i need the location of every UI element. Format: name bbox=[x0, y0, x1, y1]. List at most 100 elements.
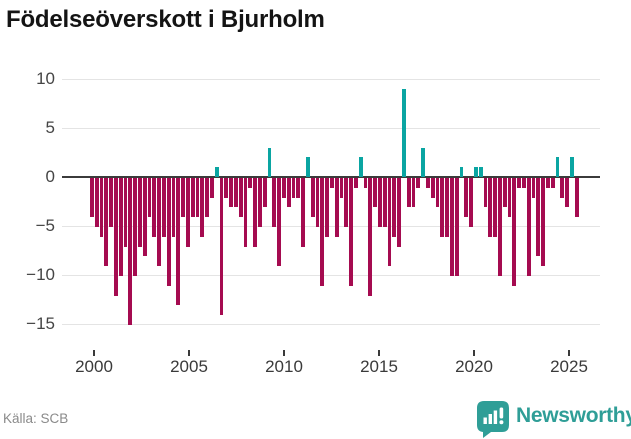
bar-2003K3 bbox=[157, 178, 162, 267]
bar-2014K1 bbox=[358, 157, 363, 177]
bar-2008K3 bbox=[253, 178, 258, 247]
bar-2003K1 bbox=[147, 178, 152, 218]
bar-2011K2 bbox=[306, 157, 310, 177]
bar-2000K4 bbox=[104, 178, 109, 267]
source-caption: Källa: SCB bbox=[3, 411, 69, 426]
gridline bbox=[62, 128, 600, 129]
bar-2016K3 bbox=[406, 178, 411, 208]
bar-2019K3 bbox=[464, 178, 469, 218]
x-axis-tick bbox=[473, 350, 475, 356]
bar-2023K2 bbox=[536, 178, 541, 257]
x-axis-tick bbox=[568, 350, 570, 356]
bar-2021K4 bbox=[507, 178, 512, 218]
bar-2024K3 bbox=[560, 178, 565, 198]
bar-2011K4 bbox=[315, 178, 320, 227]
bar-2002K2 bbox=[133, 178, 138, 276]
bar-2025K2 bbox=[574, 178, 579, 218]
bar-2004K4 bbox=[181, 178, 186, 218]
bar-2017K2 bbox=[421, 147, 426, 177]
bar-2018K3 bbox=[445, 178, 450, 237]
gridline bbox=[62, 324, 600, 325]
chart-title: Födelseöverskott i Bjurholm bbox=[6, 6, 325, 33]
bar-2020K3 bbox=[483, 178, 488, 208]
newsworthy-chart-bubble-icon bbox=[477, 401, 509, 438]
bar-2016K4 bbox=[411, 178, 416, 208]
bar-2009K1 bbox=[262, 178, 267, 208]
bar-2012K2 bbox=[325, 178, 330, 237]
gridline bbox=[62, 79, 600, 80]
bar-2025K1 bbox=[570, 157, 574, 177]
bar-2000K3 bbox=[99, 178, 104, 237]
bar-2019K1 bbox=[454, 178, 459, 276]
bar-2012K3 bbox=[330, 178, 334, 188]
bar-2007K4 bbox=[238, 178, 243, 218]
y-axis-label: 0 bbox=[45, 167, 55, 186]
bar-2014K4 bbox=[373, 178, 378, 208]
gridline bbox=[62, 226, 600, 227]
bar-2023K1 bbox=[531, 178, 536, 198]
x-axis-label: 2005 bbox=[170, 357, 208, 376]
bar-2014K3 bbox=[368, 178, 373, 296]
bar-2012K4 bbox=[334, 178, 339, 237]
bar-2018K4 bbox=[450, 178, 454, 276]
bar-2021K3 bbox=[502, 178, 507, 208]
bar-2010K2 bbox=[286, 178, 291, 208]
bar-2015K4 bbox=[392, 178, 397, 237]
bar-2020K4 bbox=[488, 178, 493, 237]
newsworthy-logo-text: Newsworthy bbox=[516, 404, 631, 427]
bar-2023K4 bbox=[546, 178, 550, 188]
bar-2008K1 bbox=[243, 178, 248, 247]
bar-2017K3 bbox=[426, 178, 430, 188]
gridline bbox=[62, 275, 600, 276]
bar-2001K1 bbox=[109, 178, 114, 227]
plot-area bbox=[62, 69, 600, 349]
bar-2008K2 bbox=[248, 178, 253, 188]
bar-2018K2 bbox=[440, 178, 445, 237]
bar-2013K3 bbox=[349, 178, 354, 286]
bar-2012K1 bbox=[320, 178, 325, 286]
bar-2007K3 bbox=[234, 178, 238, 208]
x-axis-label: 2020 bbox=[455, 357, 493, 376]
bar-2004K3 bbox=[176, 178, 181, 306]
bar-2010K1 bbox=[282, 178, 286, 198]
bar-2000K1 bbox=[90, 178, 94, 218]
bar-2019K2 bbox=[459, 167, 464, 177]
bar-2014K2 bbox=[363, 178, 368, 188]
y-axis-label: 5 bbox=[45, 118, 55, 137]
bar-2022K4 bbox=[526, 178, 531, 276]
bar-2002K4 bbox=[142, 178, 147, 257]
x-axis-tick bbox=[93, 350, 95, 356]
bar-2010K4 bbox=[296, 178, 301, 198]
bar-2006K3 bbox=[214, 167, 219, 177]
newsworthy-logo: Newsworthy bbox=[477, 401, 631, 438]
x-axis-label: 2015 bbox=[360, 357, 398, 376]
bar-2002K1 bbox=[128, 178, 133, 325]
bar-2009K3 bbox=[272, 178, 277, 227]
bar-2005K2 bbox=[190, 178, 195, 218]
bar-2021K1 bbox=[493, 178, 498, 237]
bar-2015K1 bbox=[378, 178, 382, 227]
bar-2000K2 bbox=[94, 178, 99, 227]
bar-2004K1 bbox=[166, 178, 171, 286]
bar-2022K2 bbox=[517, 178, 522, 188]
bar-2022K3 bbox=[522, 178, 526, 188]
bar-2016K1 bbox=[397, 178, 402, 247]
bar-2007K1 bbox=[224, 178, 229, 198]
bar-2015K2 bbox=[382, 178, 387, 227]
x-axis-tick bbox=[378, 350, 380, 356]
x-axis-label: 2000 bbox=[75, 357, 113, 376]
zero-axis-line bbox=[62, 175, 600, 178]
bar-2007K2 bbox=[229, 178, 234, 208]
bar-2005K4 bbox=[200, 178, 205, 237]
bar-2006K2 bbox=[210, 178, 214, 198]
bar-2011K1 bbox=[301, 178, 306, 247]
bar-2009K2 bbox=[267, 147, 272, 177]
x-axis-tick bbox=[283, 350, 285, 356]
bar-2013K4 bbox=[354, 178, 358, 188]
bar-2002K3 bbox=[138, 178, 142, 247]
bar-2011K3 bbox=[310, 178, 315, 218]
bar-2008K4 bbox=[258, 178, 262, 227]
bar-2017K1 bbox=[416, 178, 421, 188]
bar-2003K4 bbox=[162, 178, 166, 237]
